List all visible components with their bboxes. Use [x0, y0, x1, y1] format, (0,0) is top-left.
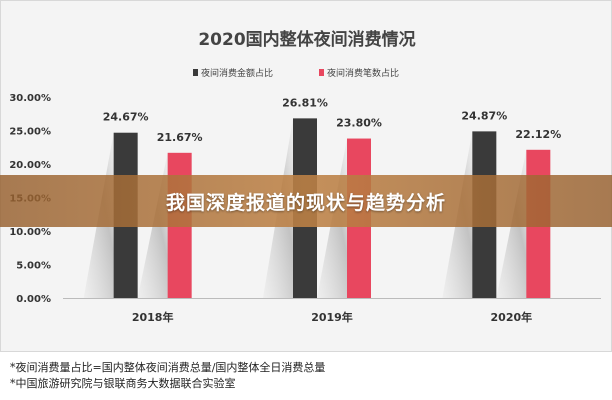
legend-swatch	[319, 69, 324, 76]
x-tick-label: 2018年	[132, 310, 174, 324]
y-tick-label: 10.00%	[9, 227, 51, 238]
y-tick-label: 30.00%	[9, 93, 51, 104]
title-banner: 我国深度报道的现状与趋势分析	[0, 175, 612, 227]
banner-title: 我国深度报道的现状与趋势分析	[165, 191, 446, 214]
legend-label: 夜间消费笔数占比	[327, 67, 399, 79]
footnote-source: *中国旅游研究院与银联商务大数据联合实验室	[10, 377, 236, 390]
footnotes: *夜间消费量占比=国内整体夜间消费总量/国内整体全日消费总量 *中国旅游研究院与…	[10, 360, 325, 392]
data-label: 23.80%	[336, 117, 382, 130]
y-tick-label: 20.00%	[9, 160, 51, 171]
x-axis-ticks: 2018年 2019年 2020年	[63, 298, 601, 324]
data-label: 26.81%	[282, 96, 328, 109]
y-tick-label: 25.00%	[9, 127, 51, 138]
legend-swatch	[193, 69, 198, 76]
y-tick-label: 5.00%	[16, 261, 51, 272]
data-label: 24.67%	[103, 111, 149, 124]
y-tick-label: 0.00%	[16, 294, 51, 305]
chart-title: 2020国内整体夜间消费情况	[198, 29, 415, 50]
data-label: 24.87%	[461, 109, 507, 122]
data-label: 21.67%	[157, 131, 203, 144]
data-label: 22.12%	[515, 128, 561, 141]
legend: 夜间消费金额占比 夜间消费笔数占比	[193, 67, 399, 79]
legend-label: 夜间消费金额占比	[201, 67, 273, 79]
x-tick-label: 2019年	[311, 310, 353, 324]
footnote-definition: *夜间消费量占比=国内整体夜间消费总量/国内整体全日消费总量	[10, 361, 326, 374]
x-tick-label: 2020年	[491, 310, 533, 324]
